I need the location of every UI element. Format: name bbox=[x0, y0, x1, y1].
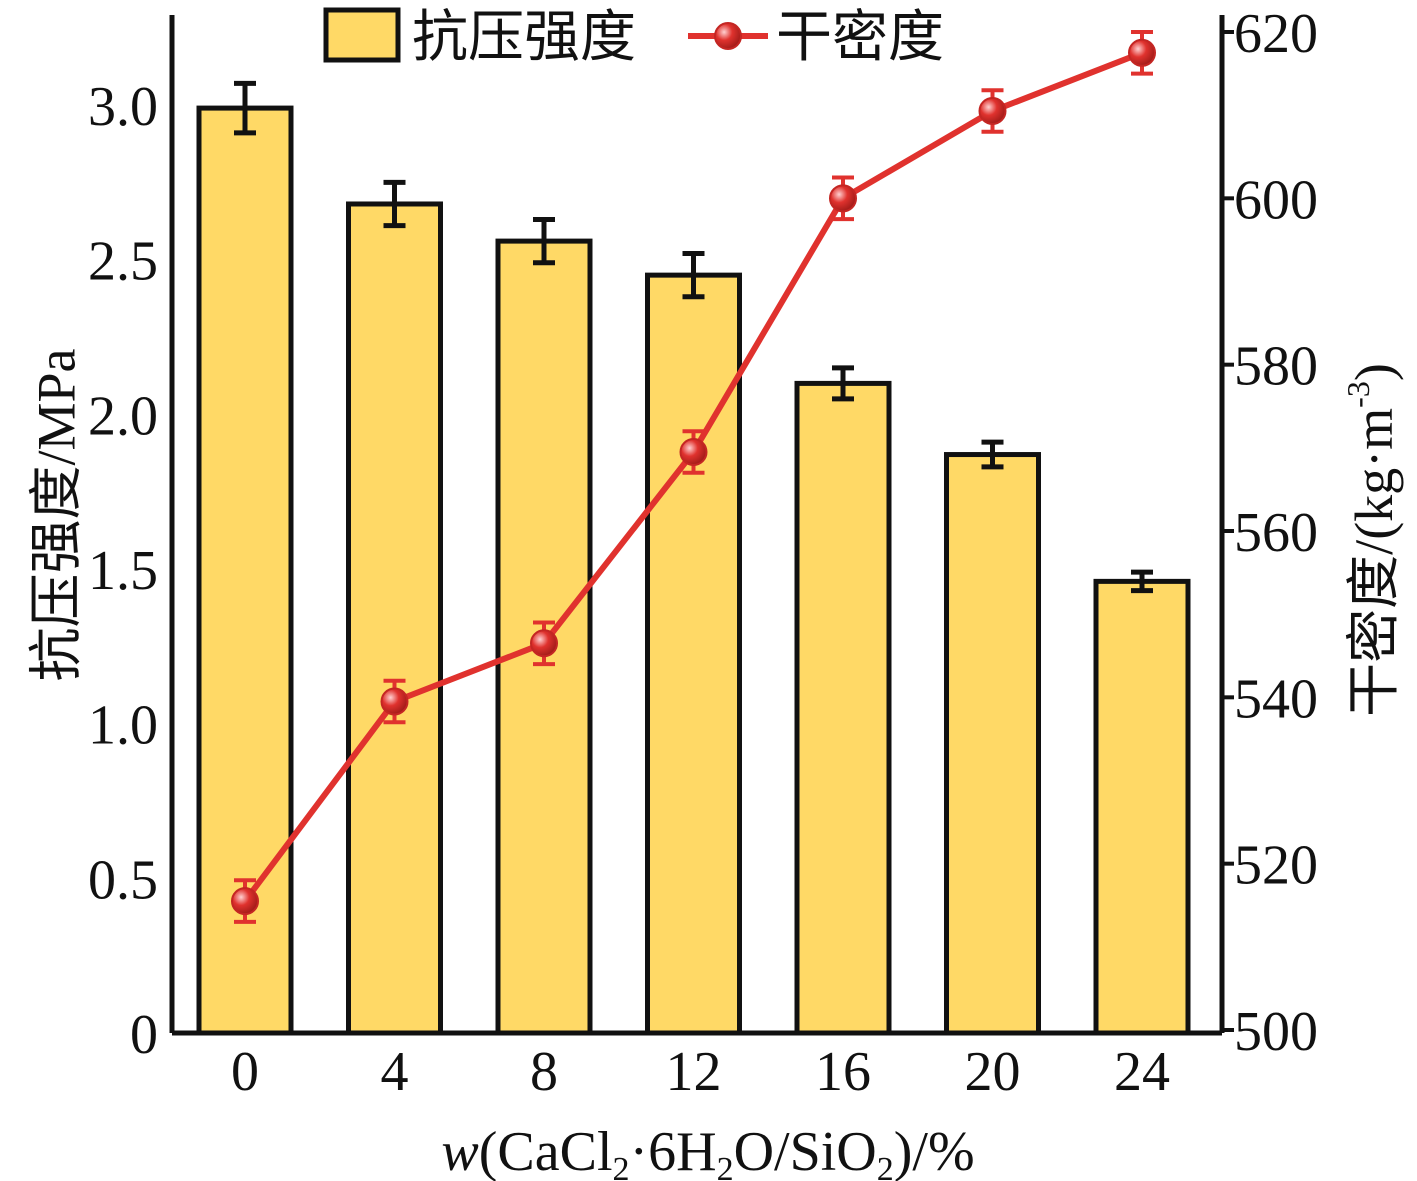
density-marker bbox=[231, 887, 259, 916]
right-tick-label: 540 bbox=[1234, 668, 1318, 730]
left-tick-label: 0.5 bbox=[88, 849, 158, 911]
right-axis-label-end: ) bbox=[1344, 363, 1404, 381]
density-marker bbox=[679, 437, 708, 466]
left-axis-ticks: 0 0.5 1.0 1.5 2.0 2.5 3.0 bbox=[88, 76, 158, 1066]
x-axis-label-sub1: 2 bbox=[613, 1151, 630, 1181]
right-axis-label-sup: -3 bbox=[1340, 381, 1376, 408]
right-tick-label: 620 bbox=[1234, 3, 1318, 65]
x-axis-label-sub3: 2 bbox=[877, 1151, 894, 1181]
x-tick-label: 20 bbox=[965, 1041, 1021, 1103]
x-tick-label: 16 bbox=[815, 1041, 871, 1103]
density-marker bbox=[1128, 38, 1156, 67]
bar bbox=[1093, 578, 1191, 1036]
bar bbox=[346, 201, 443, 1036]
right-axis-label: 干密度/(kg·m-3) bbox=[1340, 363, 1404, 717]
x-axis-label-sub2: 2 bbox=[717, 1151, 734, 1181]
x-tick-label: 24 bbox=[1114, 1041, 1170, 1103]
bars-layer bbox=[196, 105, 1191, 1036]
right-tick-label: 580 bbox=[1234, 336, 1318, 398]
density-marker bbox=[829, 184, 857, 213]
x-axis-label-mid2: O/SiO bbox=[734, 1121, 877, 1181]
left-tick-label: 1.0 bbox=[88, 695, 158, 757]
x-tick-label: 12 bbox=[666, 1041, 722, 1103]
density-marker bbox=[530, 629, 558, 658]
right-tick-label: 560 bbox=[1234, 502, 1318, 564]
legend-label-line: 干密度 bbox=[776, 7, 944, 69]
left-tick-label: 2.0 bbox=[88, 385, 158, 447]
legend: 抗压强度 干密度 bbox=[323, 7, 944, 69]
legend-swatch-marker bbox=[714, 22, 742, 50]
line-layer bbox=[231, 30, 1156, 924]
density-marker bbox=[978, 97, 1007, 126]
x-axis-label-prefix: w bbox=[441, 1121, 478, 1181]
legend-swatch-bar bbox=[323, 7, 401, 63]
right-tick-label: 500 bbox=[1234, 1001, 1318, 1063]
x-tick-label: 0 bbox=[231, 1041, 259, 1103]
density-marker bbox=[380, 687, 409, 716]
x-axis-label-mid1: ·6H bbox=[630, 1121, 717, 1181]
bar bbox=[944, 452, 1041, 1036]
x-axis-label: w(CaCl2·6H2O/SiO2)/% bbox=[441, 1121, 974, 1181]
right-axis-label-main: 干密度/(kg·m bbox=[1344, 408, 1404, 717]
x-tick-label: 4 bbox=[381, 1041, 409, 1103]
legend-label-bar: 抗压强度 bbox=[412, 7, 636, 69]
x-axis-label-main: (CaCl bbox=[479, 1121, 613, 1181]
right-axis-ticks: 500 520 540 560 580 600 620 bbox=[1222, 3, 1318, 1063]
right-tick-label: 600 bbox=[1234, 169, 1318, 231]
left-axis-label: 抗压强度/MPa bbox=[26, 348, 86, 681]
bar bbox=[645, 272, 742, 1036]
left-tick-label: 3.0 bbox=[88, 76, 158, 138]
x-axis-ticks: 0 4 8 12 16 20 24 bbox=[231, 1041, 1170, 1103]
x-axis-label-suffix: )/% bbox=[894, 1121, 975, 1181]
left-tick-label: 2.5 bbox=[88, 231, 158, 293]
left-tick-label: 0 bbox=[130, 1004, 158, 1066]
bar bbox=[794, 380, 892, 1036]
bar-errors-layer bbox=[234, 80, 1153, 594]
x-tick-label: 8 bbox=[530, 1041, 558, 1103]
left-tick-label: 1.5 bbox=[88, 540, 158, 602]
right-tick-label: 520 bbox=[1234, 835, 1318, 897]
